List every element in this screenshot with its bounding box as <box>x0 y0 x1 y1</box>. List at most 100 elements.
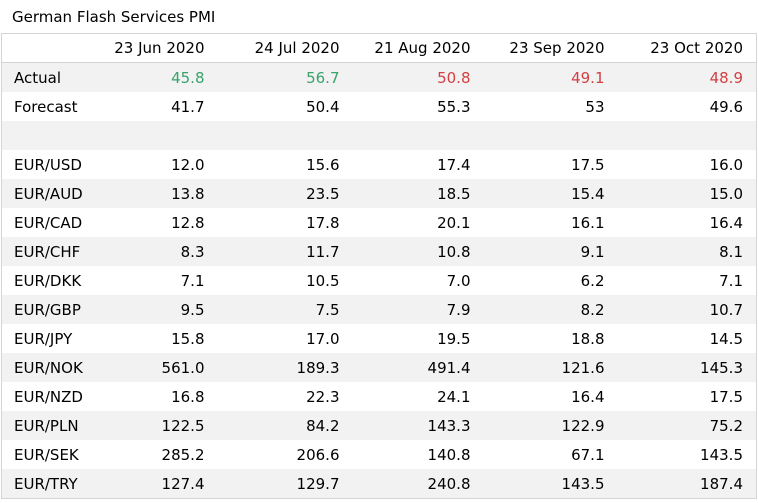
table-cell: 15.4 <box>483 179 618 208</box>
table-cell: 7.1 <box>719 271 743 290</box>
table-cell: 17.5 <box>709 387 743 406</box>
table-cell: 49.6 <box>709 97 743 116</box>
table-cell <box>617 121 757 150</box>
table-cell: 48.9 <box>617 62 757 92</box>
row-label: EUR/CAD <box>14 213 83 232</box>
row-label: EUR/DKK <box>14 271 82 290</box>
table-row: EUR/DKK 7.1 10.5 7.0 6.2 7.1 <box>2 266 757 295</box>
table-cell: 122.9 <box>483 411 618 440</box>
table-cell: 7.0 <box>446 271 471 290</box>
table-cell: 129.7 <box>217 469 353 499</box>
column-header: 23 Sep 2020 <box>483 33 618 63</box>
column-header: 23 Jun 2020 <box>98 33 218 63</box>
row-label: EUR/NZD <box>14 387 83 406</box>
table-title: German Flash Services PMI <box>12 8 216 26</box>
table-row: EUR/PLN 122.5 84.2 143.3 122.9 75.2 <box>1 411 757 440</box>
table-cell: 17.0 <box>306 329 340 348</box>
table-cell: 16.1 <box>571 213 605 232</box>
row-label: EUR/JPY <box>14 329 73 348</box>
table-cell <box>217 121 353 150</box>
table-row: EUR/AUD 13.8 23.5 18.5 15.4 15.0 <box>1 179 757 208</box>
table-cell: 561.0 <box>98 353 218 382</box>
table-cell: 17.4 <box>437 155 471 174</box>
column-header: 24 Jul 2020 <box>217 33 353 63</box>
table-cell: 7.9 <box>352 295 484 324</box>
table-cell: 49.1 <box>483 62 618 92</box>
table-row: EUR/TRY 127.4 129.7 240.8 143.5 187.4 <box>1 469 757 499</box>
table-cell: 9.1 <box>483 237 618 266</box>
table-cell: 50.8 <box>352 62 484 92</box>
table-cell: 22.3 <box>306 387 340 406</box>
table-cell: 7.5 <box>217 295 353 324</box>
table-cell: 143.5 <box>700 445 743 464</box>
row-label: EUR/NOK <box>1 353 99 382</box>
table-cell: 206.6 <box>296 445 340 464</box>
table-cell: 67.1 <box>571 445 605 464</box>
table-row: EUR/NZD 16.8 22.3 24.1 16.4 17.5 <box>2 382 757 411</box>
table-cell: 20.1 <box>437 213 471 232</box>
header-row: 23 Jun 2020 24 Jul 2020 21 Aug 2020 23 S… <box>1 33 757 63</box>
table-cell: 9.5 <box>98 295 218 324</box>
table-cell: 143.3 <box>352 411 484 440</box>
table-row: EUR/GBP 9.5 7.5 7.9 8.2 10.7 <box>1 295 757 324</box>
table-cell <box>483 121 618 150</box>
table-cell: 12.8 <box>171 213 205 232</box>
table-cell: 13.8 <box>98 179 218 208</box>
table-cell: 15.0 <box>617 179 757 208</box>
row-label: Forecast <box>14 97 78 116</box>
table-cell: 16.0 <box>709 155 743 174</box>
table-cell: 240.8 <box>352 469 484 499</box>
table-cell: 187.4 <box>617 469 757 499</box>
table-cell <box>98 121 218 150</box>
table-row: Forecast 41.7 50.4 55.3 53 49.6 <box>2 92 757 121</box>
table-row: EUR/JPY 15.8 17.0 19.5 18.8 14.5 <box>2 324 757 353</box>
table-cell: 56.7 <box>217 62 353 92</box>
table-cell: 16.4 <box>571 387 605 406</box>
table-cell: 143.5 <box>483 469 618 499</box>
table-cell: 122.5 <box>98 411 218 440</box>
row-label: Actual <box>1 62 99 92</box>
table-cell: 41.7 <box>171 97 205 116</box>
column-header: 21 Aug 2020 <box>352 33 484 63</box>
table-cell: 6.2 <box>580 271 605 290</box>
table-cell: 18.5 <box>352 179 484 208</box>
table-cell: 10.8 <box>352 237 484 266</box>
corner-header <box>1 33 99 63</box>
table-row: EUR/SEK 285.2 206.6 140.8 67.1 143.5 <box>2 440 757 469</box>
table-cell: 55.3 <box>437 97 471 116</box>
table-cell: 10.7 <box>617 295 757 324</box>
table-cell: 16.8 <box>171 387 205 406</box>
table-cell: 121.6 <box>483 353 618 382</box>
table-cell: 285.2 <box>161 445 205 464</box>
table-cell: 23.5 <box>217 179 353 208</box>
table-cell: 189.3 <box>217 353 353 382</box>
row-label: EUR/SEK <box>14 445 79 464</box>
row-label: EUR/PLN <box>1 411 99 440</box>
table-body: Actual 45.8 56.7 50.8 49.1 48.9 Forecast 41.7 50… <box>1 62 757 499</box>
table-cell: 8.3 <box>98 237 218 266</box>
table-cell: 10.5 <box>306 271 340 290</box>
table-cell: 17.5 <box>571 155 605 174</box>
table-row: EUR/NOK 561.0 189.3 491.4 121.6 145.3 <box>1 353 757 382</box>
table-cell: 15.8 <box>171 329 205 348</box>
pmi-data-table: 23 Jun 2020 24 Jul 2020 21 Aug 2020 23 S… <box>1 33 757 499</box>
table-cell: 14.5 <box>709 329 743 348</box>
table-cell: 18.8 <box>571 329 605 348</box>
table-cell: 75.2 <box>617 411 757 440</box>
table-cell: 24.1 <box>437 387 471 406</box>
table-cell: 15.6 <box>306 155 340 174</box>
table-row: EUR/CAD 12.8 17.8 20.1 16.1 16.4 <box>2 208 757 237</box>
table-row: Actual 45.8 56.7 50.8 49.1 48.9 <box>1 62 757 92</box>
table-cell: 50.4 <box>306 97 340 116</box>
table-cell: 145.3 <box>617 353 757 382</box>
table-cell: 16.4 <box>709 213 743 232</box>
table-row <box>1 121 757 150</box>
table-cell: 11.7 <box>217 237 353 266</box>
column-header: 23 Oct 2020 <box>617 33 757 63</box>
table-cell <box>352 121 484 150</box>
table-cell: 17.8 <box>306 213 340 232</box>
row-label: EUR/TRY <box>1 469 99 499</box>
table-cell: 8.1 <box>617 237 757 266</box>
table-cell: 45.8 <box>98 62 218 92</box>
